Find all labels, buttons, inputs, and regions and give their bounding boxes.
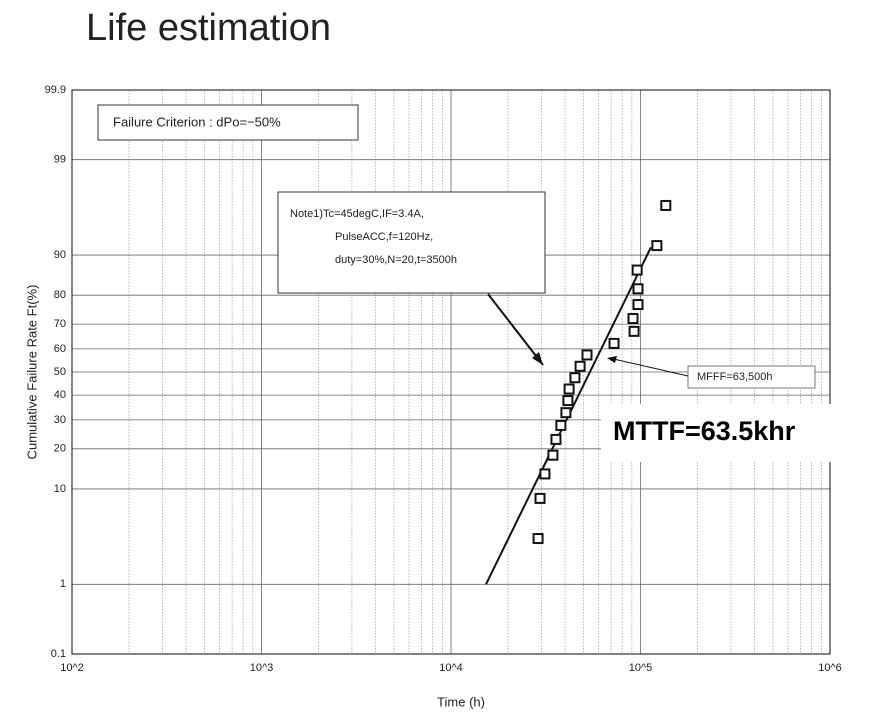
- y-tick-label: 99: [54, 154, 66, 166]
- marks: [485, 199, 672, 585]
- data-point: [560, 407, 572, 419]
- y-tick-label: 40: [54, 389, 66, 401]
- data-point: [627, 313, 639, 325]
- criterion-box: [97, 104, 359, 141]
- y-tick-label: 50: [54, 366, 66, 378]
- data-point: [651, 240, 663, 252]
- note-arrow: [487, 293, 544, 366]
- y-tick-label: 90: [54, 249, 66, 261]
- data-point: [632, 299, 644, 311]
- data-point: [608, 337, 620, 349]
- y-tick-label: 99.9: [45, 84, 66, 96]
- data-point: [562, 395, 574, 407]
- y-tick-label: 70: [54, 318, 66, 330]
- data-point: [534, 492, 546, 504]
- x-tick-label: 10^3: [250, 662, 274, 674]
- plot-frame: [71, 89, 831, 655]
- data-point: [631, 264, 643, 276]
- y-tick-label: 0.1: [51, 648, 66, 660]
- mttf-box: [601, 404, 860, 462]
- note-line: duty=30%,N=20,t=3500h: [335, 254, 457, 266]
- data-point: [628, 325, 640, 337]
- y-tick-label: 60: [54, 343, 66, 355]
- data-point: [632, 283, 644, 295]
- y-axis-label: Cumulative Failure Rate Ft(%): [24, 285, 39, 460]
- note-line: PulseACC,f=120Hz,: [335, 231, 433, 243]
- arrow-head: [607, 356, 617, 363]
- x-axis-label: Time (h): [437, 694, 485, 709]
- y-tick-label: 10: [54, 483, 66, 495]
- data-point: [563, 383, 575, 395]
- mfff-arrow: [608, 357, 689, 377]
- y-tick-label: 30: [54, 414, 66, 426]
- data-point: [569, 372, 581, 384]
- y-tick-label: 1: [60, 578, 66, 590]
- data-point: [581, 349, 593, 361]
- x-tick-label: 10^4: [439, 662, 463, 674]
- x-tick-label: 10^5: [629, 662, 653, 674]
- data-point: [660, 199, 672, 211]
- data-point: [547, 449, 559, 461]
- criterion-text: Failure Criterion : dPo=−50%: [113, 114, 281, 129]
- data-point: [550, 433, 562, 445]
- x-tick-label: 10^6: [818, 662, 842, 674]
- x-tick-label: 10^2: [60, 662, 84, 674]
- note-box: [277, 191, 546, 294]
- mttf-text: MTTF=63.5khr: [613, 416, 796, 446]
- data-point: [574, 360, 586, 372]
- mfff-text: MFFF=63,500h: [697, 371, 773, 383]
- mfff-box: [687, 365, 816, 389]
- data-point: [539, 468, 551, 480]
- y-tick-label: 80: [54, 289, 66, 301]
- data-point: [532, 533, 544, 545]
- y-tick-label: 20: [54, 443, 66, 455]
- data-point: [555, 419, 567, 431]
- note-line: Note1)Tc=45degC,IF=3.4A,: [290, 208, 424, 220]
- chart-title: Life estimation: [86, 7, 331, 49]
- arrow-head: [532, 352, 543, 365]
